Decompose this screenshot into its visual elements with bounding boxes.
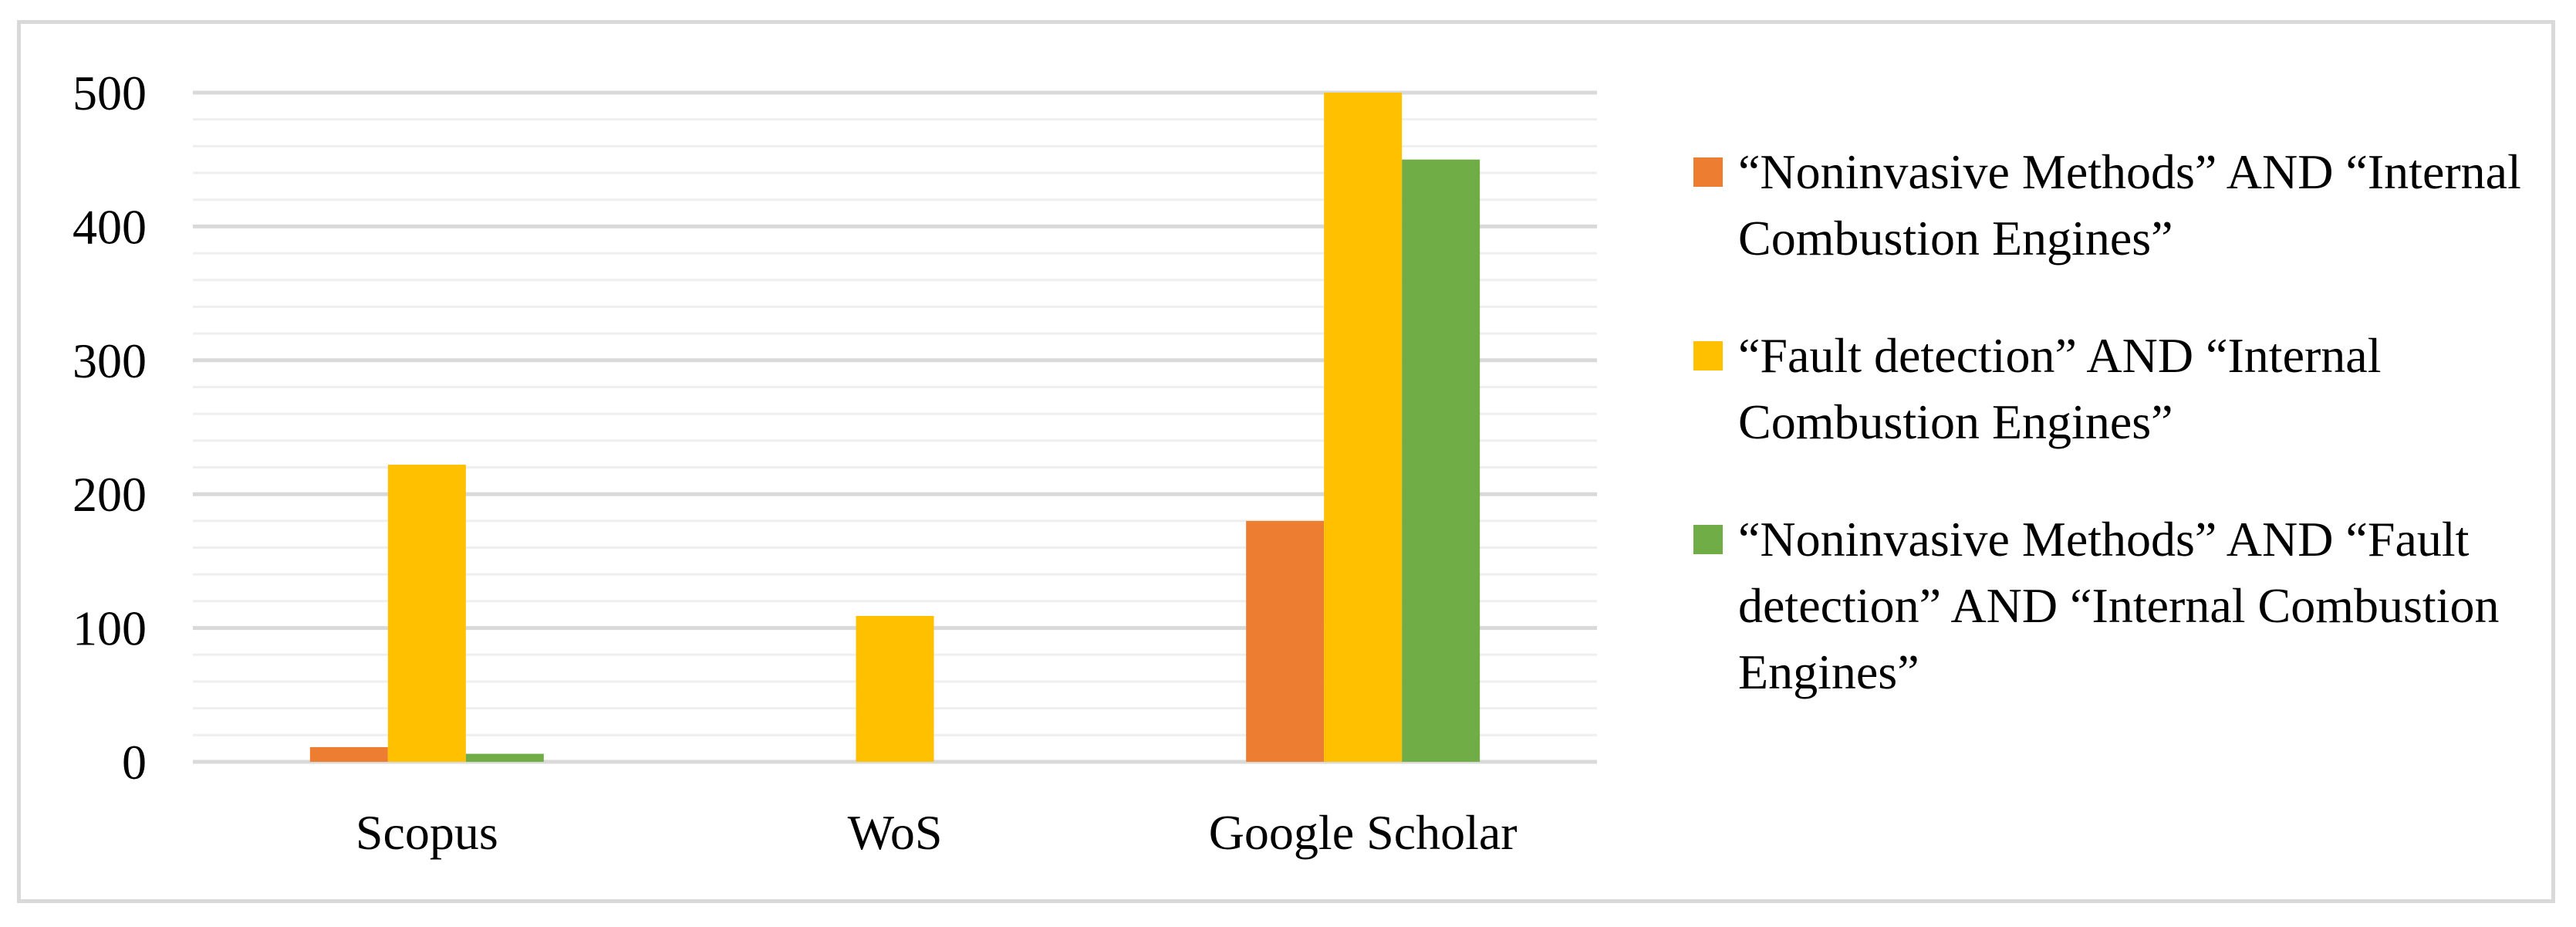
bars	[309, 93, 1480, 762]
bar-wos-series-2	[856, 615, 934, 762]
y-axis-ticks: 0 100 200 300 400 500	[73, 66, 147, 790]
bar-google-scholar-series-2	[1324, 93, 1403, 762]
y-tick-label: 200	[73, 467, 147, 522]
x-category-label: WoS	[848, 805, 943, 860]
legend-swatch-3	[1693, 525, 1723, 554]
y-tick-label: 300	[73, 333, 147, 388]
legend: “Noninvasive Methods” AND “Internal Comb…	[1693, 139, 2557, 756]
x-category-label: Scopus	[356, 805, 498, 860]
y-tick-label: 0	[122, 735, 147, 790]
bar-scopus-series-3	[465, 753, 544, 762]
legend-label-2: “Fault detection” AND “Internal Combusti…	[1738, 328, 2382, 449]
x-axis-categories: Scopus WoS Google Scholar	[356, 805, 1518, 860]
bar-google-scholar-series-1	[1246, 520, 1325, 762]
bar-scopus-series-2	[387, 465, 466, 762]
y-tick-label: 400	[73, 199, 147, 254]
legend-item-2: “Fault detection” AND “Internal Combusti…	[1693, 323, 2557, 455]
y-tick-label: 100	[73, 601, 147, 656]
legend-item-1: “Noninvasive Methods” AND “Internal Comb…	[1693, 139, 2557, 272]
legend-swatch-1	[1693, 157, 1723, 187]
bar-scopus-series-1	[309, 746, 388, 762]
legend-label-3: “Noninvasive Methods” AND “Fault detecti…	[1738, 512, 2500, 699]
legend-item-3: “Noninvasive Methods” AND “Fault detecti…	[1693, 506, 2557, 705]
x-category-label: Google Scholar	[1209, 805, 1518, 860]
bar-google-scholar-series-3	[1402, 159, 1480, 762]
y-tick-label: 500	[73, 66, 147, 120]
legend-label-1: “Noninvasive Methods” AND “Internal Comb…	[1738, 144, 2521, 266]
legend-swatch-2	[1693, 341, 1723, 370]
